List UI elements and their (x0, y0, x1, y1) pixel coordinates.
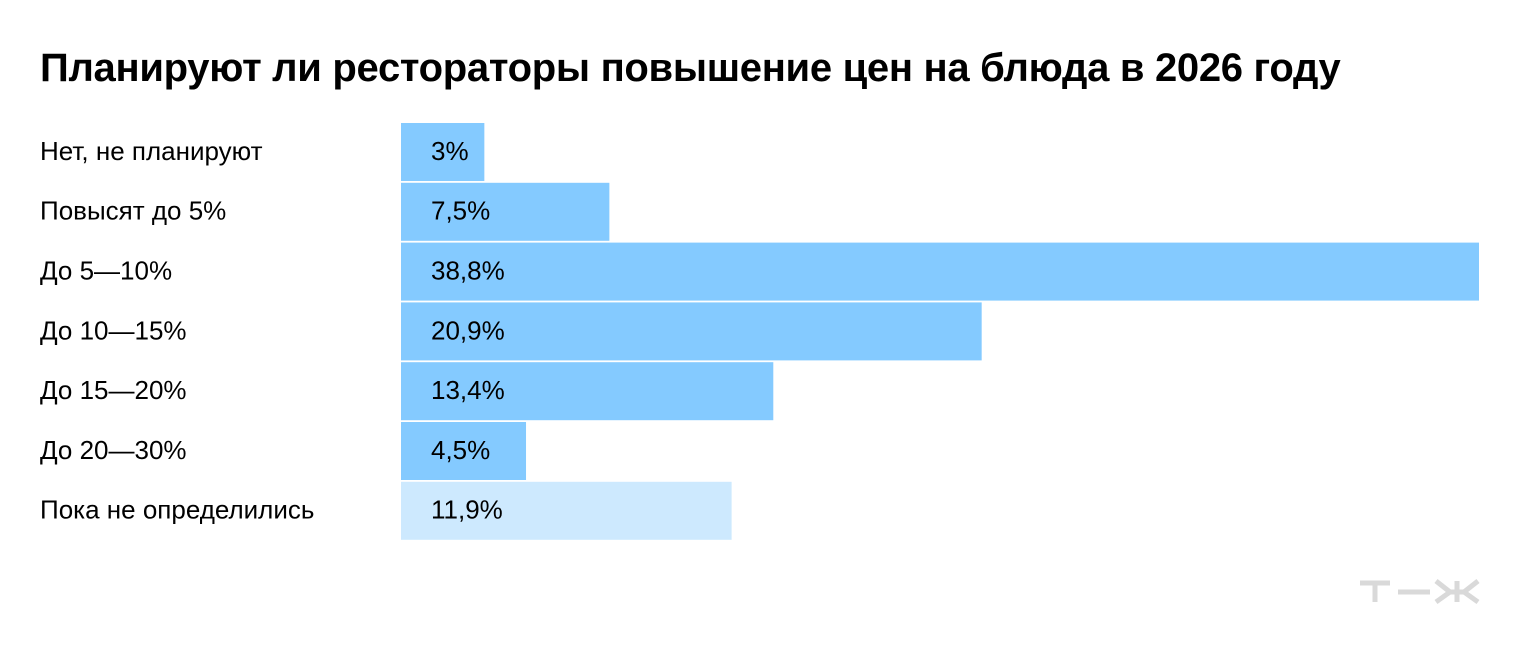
category-label: До 15—20% (40, 375, 187, 405)
bar-value-label: 13,4% (431, 375, 505, 405)
bar (401, 481, 732, 540)
category-label: Нет, не планируют (40, 136, 263, 166)
chart-title: Планируют ли рестораторы повышение цен н… (40, 46, 1341, 90)
category-label: До 10—15% (40, 315, 187, 345)
category-label: Пока не определились (40, 495, 314, 525)
bar-value-label: 7,5% (431, 196, 490, 226)
bar-value-label: 38,8% (431, 255, 505, 285)
bar-value-label: 11,9% (431, 495, 503, 525)
category-label: Повысят до 5% (40, 196, 226, 226)
bar (401, 302, 982, 361)
bar (401, 242, 1479, 301)
bar (401, 422, 527, 480)
category-label: До 5—10% (40, 255, 172, 285)
bar-value-label: 20,9% (431, 315, 505, 345)
category-label: До 20—30% (40, 435, 187, 465)
bar-value-label: 3% (431, 136, 469, 166)
bar-value-label: 4,5% (431, 435, 490, 465)
bar (401, 182, 610, 241)
tzh-logo (1360, 579, 1480, 605)
bar (401, 123, 485, 181)
bar (401, 362, 774, 421)
